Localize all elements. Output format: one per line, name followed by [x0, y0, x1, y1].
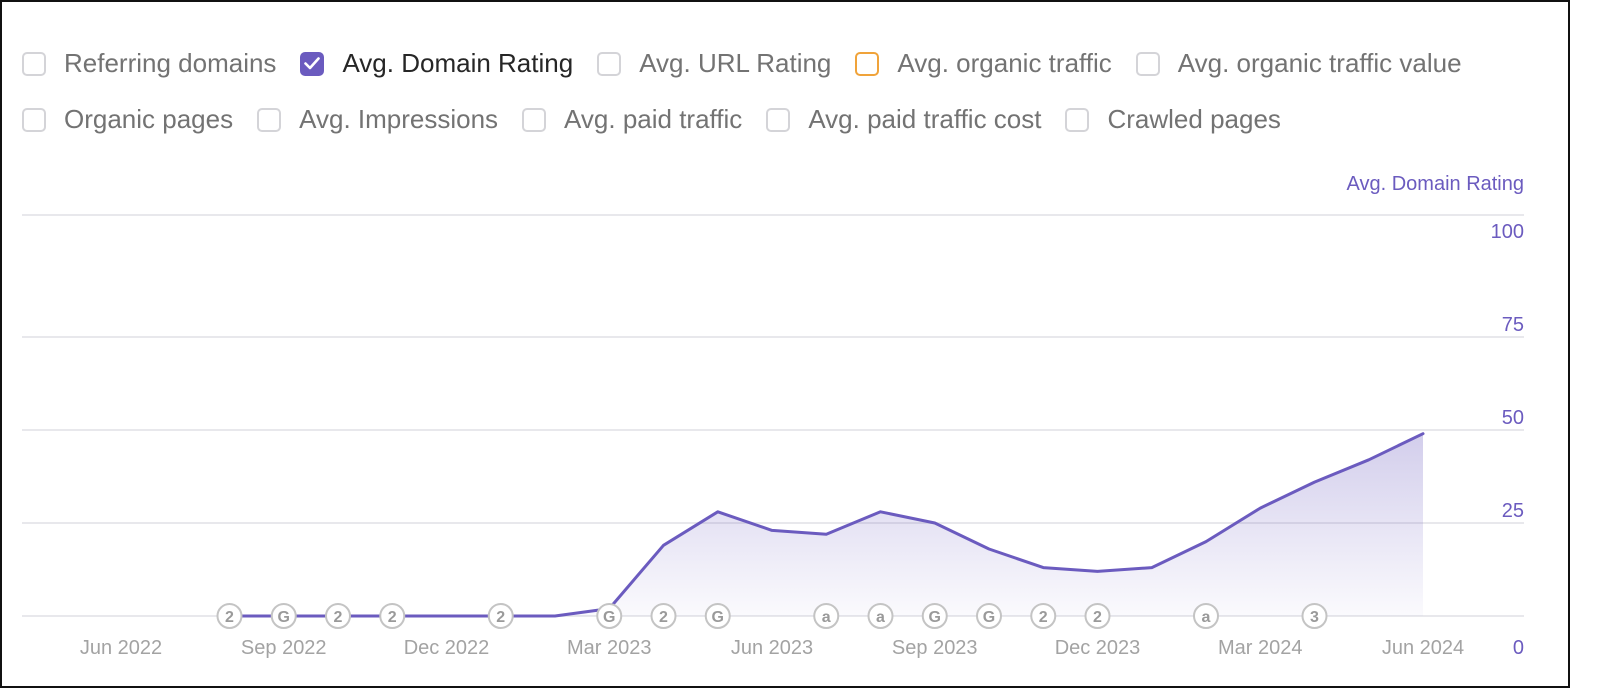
event-marker-label: 2 [1093, 609, 1102, 626]
y-axis-title: Avg. Domain Rating [1347, 173, 1525, 195]
checkbox[interactable] [597, 51, 622, 76]
event-marker [813, 603, 840, 629]
event-marker [596, 603, 623, 629]
event-marker [867, 603, 894, 629]
event-marker-label: 2 [225, 609, 234, 626]
series-area [229, 433, 1423, 616]
x-tick-label: Jun 2024 [1382, 637, 1464, 659]
legend-option-avg-url-rating[interactable]: Avg. URL Rating [597, 48, 831, 79]
event-marker [1193, 603, 1219, 629]
event-marker [1301, 603, 1328, 629]
legend-option-label: Avg. organic traffic value [1177, 48, 1462, 78]
x-tick-label: Sep 2023 [892, 637, 978, 659]
event-marker [921, 603, 948, 629]
x-tick-label: Dec 2023 [1055, 637, 1141, 659]
checkbox[interactable] [855, 51, 880, 76]
chart-panel: Referring domains Avg. Domain Rating Avg. … [0, 0, 1570, 688]
event-marker-label: a [1202, 609, 1211, 626]
event-marker-label: 2 [1039, 609, 1048, 626]
y-tick-label: 100 [1491, 221, 1524, 243]
y-tick-label: 0 [1513, 637, 1524, 659]
legend-option-label: Avg. Domain Rating [342, 48, 574, 78]
event-marker-label: 3 [1310, 609, 1319, 626]
event-marker [704, 603, 731, 629]
event-marker [1084, 603, 1111, 629]
legend-option-label: Organic pages [64, 104, 234, 134]
legend-option-label: Avg. URL Rating [639, 48, 832, 78]
event-marker [379, 603, 406, 629]
y-tick-label: 75 [1502, 314, 1524, 336]
x-tick-label: Mar 2023 [567, 637, 652, 659]
event-marker [487, 603, 514, 629]
legend-option-avg-domain-rating[interactable]: Avg. Domain Rating [300, 48, 573, 79]
checkbox[interactable] [257, 107, 282, 132]
event-marker-label: a [876, 609, 885, 626]
x-tick-label: Jun 2023 [731, 637, 813, 659]
event-marker-label: 2 [388, 609, 397, 626]
checkbox[interactable] [22, 107, 46, 132]
y-tick-label: 25 [1502, 500, 1524, 522]
event-marker-label: G [712, 609, 724, 626]
event-marker [976, 603, 1002, 629]
legend-row-1: Referring domains Avg. Domain Rating Avg. … [22, 48, 1462, 79]
legend-option-label: Referring domains [64, 48, 277, 78]
event-marker [216, 603, 243, 629]
legend-option-avg-organic-traffic-value[interactable]: Avg. organic traffic value [1135, 48, 1462, 79]
checkbox[interactable] [766, 107, 791, 132]
legend-option-crawled-pages[interactable]: Crawled pages [1065, 104, 1281, 135]
x-tick-label: Sep 2022 [241, 637, 327, 659]
event-marker-label: 2 [496, 609, 505, 626]
legend-option-avg-paid-traffic[interactable]: Avg. paid traffic [522, 104, 742, 135]
x-tick-label: Mar 2024 [1218, 637, 1303, 659]
legend-option-label: Crawled pages [1107, 104, 1281, 134]
checkbox[interactable] [1135, 51, 1160, 76]
checkbox[interactable] [22, 51, 46, 76]
event-marker-label: G [929, 609, 941, 626]
event-marker [650, 603, 677, 629]
legend-option-label: Avg. paid traffic cost [808, 104, 1042, 134]
legend-option-organic-pages[interactable]: Organic pages [22, 104, 233, 135]
legend-row-2: Organic pages Avg. Impressions Avg. paid t… [22, 104, 1281, 135]
legend-option-label: Avg. paid traffic [564, 104, 743, 134]
domain-rating-chart: Avg. Domain Rating 0 25 50 75 100 Jun 2022 Sep … [22, 173, 1525, 659]
event-marker [1030, 603, 1057, 629]
event-marker-label: G [983, 609, 995, 626]
event-marker-label: G [603, 609, 615, 626]
event-marker [270, 603, 297, 629]
checkbox[interactable] [1065, 107, 1090, 132]
event-marker-label: a [822, 609, 831, 626]
checkbox[interactable] [300, 51, 325, 76]
legend-option-referring-domains[interactable]: Referring domains [22, 48, 276, 79]
legend-option-avg-paid-traffic-cost[interactable]: Avg. paid traffic cost [766, 104, 1041, 135]
legend-option-label: Avg. organic traffic [897, 48, 1112, 78]
series-line [228, 432, 1425, 618]
checkmark-icon [304, 57, 321, 70]
legend-option-avg-organic-traffic[interactable]: Avg. organic traffic [855, 48, 1112, 79]
legend-option-label: Avg. Impressions [299, 104, 499, 134]
x-tick-label: Jun 2022 [80, 637, 162, 659]
event-marker [325, 603, 351, 629]
event-marker-label: G [278, 609, 290, 626]
legend-option-avg-impressions[interactable]: Avg. Impressions [257, 104, 498, 135]
event-marker-label: 2 [659, 609, 668, 626]
x-tick-label: Dec 2022 [404, 637, 490, 659]
checkbox[interactable] [522, 107, 547, 132]
y-tick-label: 50 [1502, 407, 1524, 429]
event-marker-label: 2 [334, 609, 343, 626]
